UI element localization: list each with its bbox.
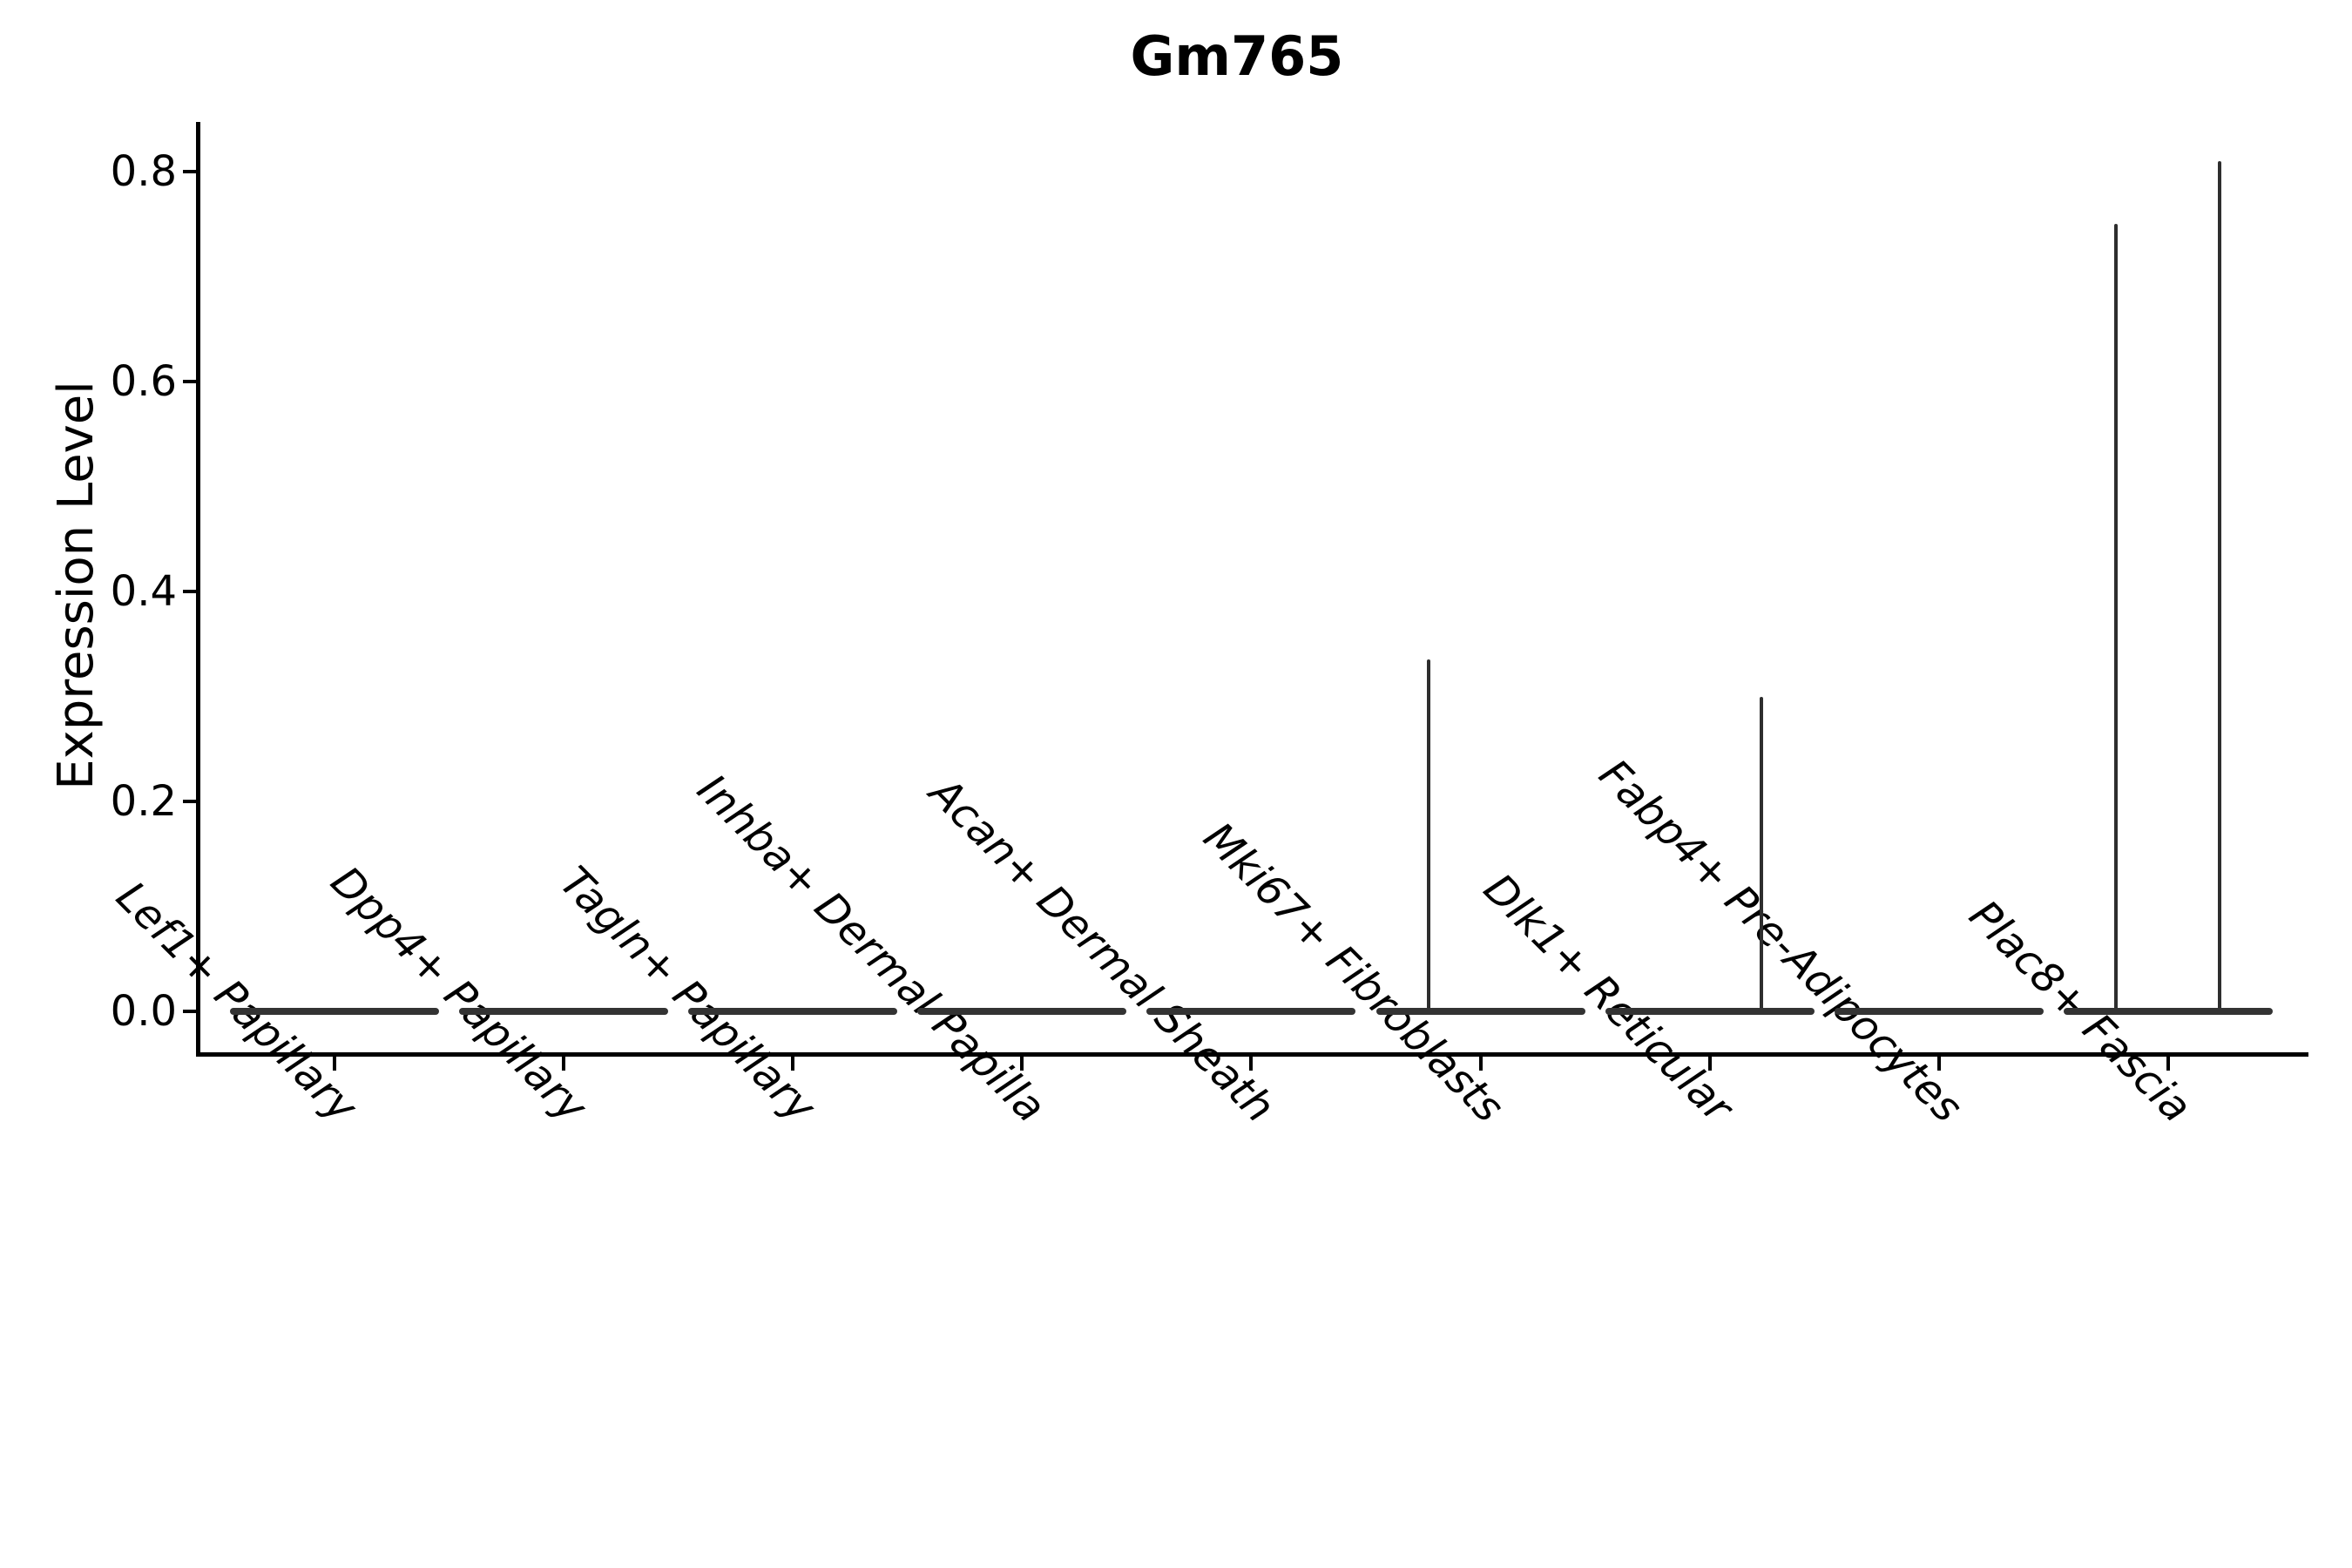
x-tick: [2166, 1057, 2170, 1071]
x-tick: [333, 1057, 336, 1071]
violin-body: [688, 1008, 898, 1015]
violin-spike: [1427, 659, 1431, 1013]
x-tick-label: Tagln+ Papillary: [551, 857, 826, 1132]
x-tick: [1707, 1057, 1712, 1071]
y-axis-line: [196, 122, 200, 1057]
violin-body: [2063, 1008, 2273, 1015]
y-tick: [183, 1010, 196, 1013]
violin-spike: [2218, 160, 2222, 1013]
violin-body: [1375, 1008, 1585, 1015]
x-tick: [1020, 1057, 1024, 1071]
violin-body: [1146, 1008, 1356, 1015]
y-tick: [183, 590, 196, 593]
y-tick-label: 0.8: [110, 147, 177, 196]
x-tick-label: Dlk1+ Reticular: [1474, 864, 1742, 1132]
violin-body: [917, 1008, 1127, 1015]
violin-body: [1834, 1008, 2044, 1015]
x-tick-label: Dpp4+ Papillary: [321, 856, 597, 1132]
y-tick-label: 0.6: [110, 357, 177, 406]
x-axis-line: [196, 1052, 2308, 1057]
y-tick-label: 0.0: [110, 987, 177, 1036]
x-tick: [1936, 1057, 1941, 1071]
chart-title: Gm765: [1130, 24, 1344, 88]
violin-spike: [1760, 696, 1764, 1013]
x-tick: [791, 1057, 795, 1071]
x-tick-label: Fabp4+ Pre-Adipocytes: [1589, 749, 1971, 1132]
violin-body: [459, 1008, 669, 1015]
y-tick-label: 0.4: [110, 567, 177, 616]
y-tick: [183, 170, 196, 173]
violin-spike: [2114, 224, 2119, 1013]
x-tick: [1478, 1057, 1483, 1071]
x-tick: [1249, 1057, 1254, 1071]
y-tick-label: 0.2: [110, 777, 177, 826]
violin-body: [230, 1008, 439, 1015]
y-tick: [183, 380, 196, 383]
x-tick: [562, 1057, 566, 1071]
y-tick: [183, 800, 196, 803]
violin-body: [1605, 1008, 1815, 1015]
